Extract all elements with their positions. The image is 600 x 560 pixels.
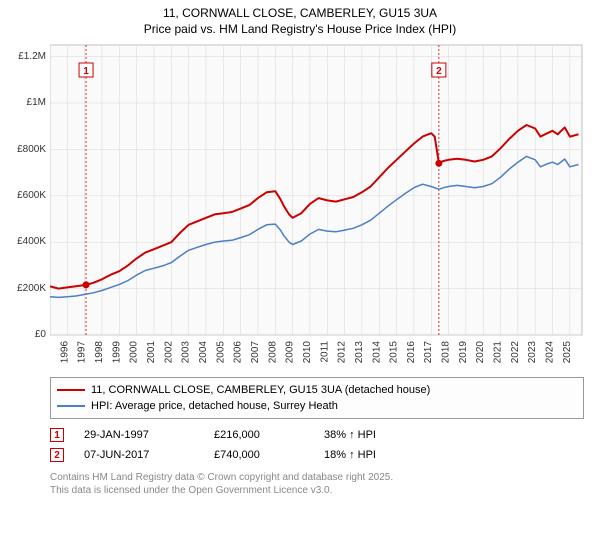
svg-text:2016: 2016 bbox=[406, 341, 417, 364]
sales-table: 1 29-JAN-1997 £216,000 38% ↑ HPI 2 07-JU… bbox=[50, 425, 584, 465]
svg-text:1: 1 bbox=[83, 66, 89, 77]
svg-text:1997: 1997 bbox=[77, 341, 88, 364]
chart-container: 11, CORNWALL CLOSE, CAMBERLEY, GU15 3UA … bbox=[0, 0, 600, 560]
svg-text:2024: 2024 bbox=[545, 341, 556, 364]
svg-text:1998: 1998 bbox=[94, 341, 105, 364]
svg-text:2022: 2022 bbox=[510, 341, 521, 364]
chart-title-subtitle: Price paid vs. HM Land Registry's House … bbox=[8, 22, 592, 38]
svg-text:2008: 2008 bbox=[267, 341, 278, 364]
plot-area: £0£200K£400K£600K£800K£1M£1.2M1995199619… bbox=[50, 41, 584, 371]
y-axis-label: £0 bbox=[8, 329, 46, 340]
y-axis-label: £800K bbox=[8, 144, 46, 155]
svg-text:2025: 2025 bbox=[562, 341, 573, 364]
table-row: 2 07-JUN-2017 £740,000 18% ↑ HPI bbox=[50, 445, 584, 465]
legend-item: HPI: Average price, detached house, Surr… bbox=[57, 398, 577, 414]
y-axis-label: £1.2M bbox=[8, 51, 46, 62]
svg-text:2011: 2011 bbox=[319, 341, 330, 363]
y-axis-label: £200K bbox=[8, 283, 46, 294]
svg-text:2001: 2001 bbox=[146, 341, 157, 364]
svg-text:2000: 2000 bbox=[129, 341, 140, 364]
svg-text:2017: 2017 bbox=[423, 341, 434, 364]
footer-line: Contains HM Land Registry data © Crown c… bbox=[50, 471, 584, 484]
legend-swatch bbox=[57, 405, 85, 407]
svg-text:2014: 2014 bbox=[371, 341, 382, 364]
sale-marker-icon: 2 bbox=[50, 448, 64, 462]
svg-text:2004: 2004 bbox=[198, 341, 209, 364]
y-axis-label: £400K bbox=[8, 236, 46, 247]
svg-text:2009: 2009 bbox=[285, 341, 296, 364]
sale-price: £216,000 bbox=[214, 429, 304, 441]
legend-item: 11, CORNWALL CLOSE, CAMBERLEY, GU15 3UA … bbox=[57, 382, 577, 398]
table-row: 1 29-JAN-1997 £216,000 38% ↑ HPI bbox=[50, 425, 584, 445]
svg-text:2006: 2006 bbox=[233, 341, 244, 364]
svg-text:2002: 2002 bbox=[163, 341, 174, 364]
sale-marker-icon: 1 bbox=[50, 428, 64, 442]
title-block: 11, CORNWALL CLOSE, CAMBERLEY, GU15 3UA … bbox=[8, 6, 592, 37]
svg-text:2018: 2018 bbox=[441, 341, 452, 364]
sale-date: 07-JUN-2017 bbox=[84, 449, 194, 461]
footer-line: This data is licensed under the Open Gov… bbox=[50, 484, 584, 497]
svg-text:1996: 1996 bbox=[59, 341, 70, 364]
line-chart-svg: £0£200K£400K£600K£800K£1M£1.2M1995199619… bbox=[50, 41, 584, 371]
svg-text:2012: 2012 bbox=[337, 341, 348, 364]
legend-swatch bbox=[57, 389, 85, 391]
legend-label: HPI: Average price, detached house, Surr… bbox=[91, 400, 338, 412]
chart-title-address: 11, CORNWALL CLOSE, CAMBERLEY, GU15 3UA bbox=[8, 6, 592, 22]
svg-text:2013: 2013 bbox=[354, 341, 365, 364]
y-axis-label: £600K bbox=[8, 190, 46, 201]
svg-text:2023: 2023 bbox=[527, 341, 538, 364]
svg-text:1995: 1995 bbox=[50, 341, 53, 364]
svg-text:1999: 1999 bbox=[111, 341, 122, 364]
legend: 11, CORNWALL CLOSE, CAMBERLEY, GU15 3UA … bbox=[50, 377, 584, 419]
svg-text:2021: 2021 bbox=[493, 341, 504, 364]
svg-text:2007: 2007 bbox=[250, 341, 261, 364]
svg-text:2015: 2015 bbox=[389, 341, 400, 364]
legend-label: 11, CORNWALL CLOSE, CAMBERLEY, GU15 3UA … bbox=[91, 384, 430, 396]
footer-attribution: Contains HM Land Registry data © Crown c… bbox=[50, 471, 584, 497]
sale-date: 29-JAN-1997 bbox=[84, 429, 194, 441]
svg-text:2003: 2003 bbox=[181, 341, 192, 364]
sale-diff: 18% ↑ HPI bbox=[324, 449, 414, 461]
svg-text:2005: 2005 bbox=[215, 341, 226, 364]
svg-text:2020: 2020 bbox=[475, 341, 486, 364]
svg-text:2019: 2019 bbox=[458, 341, 469, 364]
svg-text:2010: 2010 bbox=[302, 341, 313, 364]
svg-text:2: 2 bbox=[436, 66, 442, 77]
sale-price: £740,000 bbox=[214, 449, 304, 461]
sale-diff: 38% ↑ HPI bbox=[324, 429, 414, 441]
y-axis-label: £1M bbox=[8, 97, 46, 108]
